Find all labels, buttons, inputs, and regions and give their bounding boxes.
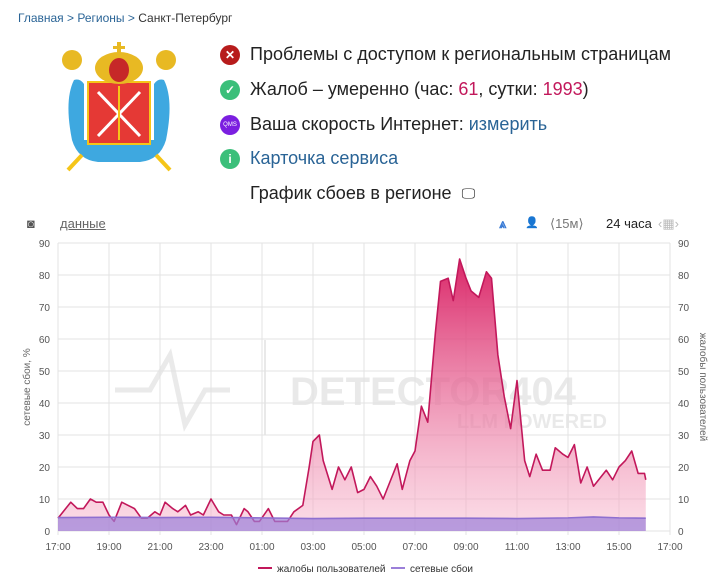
y-tick-right: 50 [678, 367, 690, 378]
line-network [57, 516, 646, 520]
breadcrumb-home[interactable]: Главная [18, 11, 64, 25]
access-problem-status: ✕ Проблемы с доступом к региональным стр… [220, 44, 671, 65]
watermark-name: DETECTOR404 [290, 370, 577, 414]
x-tick: 19:00 [96, 542, 121, 553]
chart-type-icon[interactable]: ⩓ [499, 216, 507, 231]
camera-icon[interactable]: ◙ [27, 216, 35, 231]
breadcrumb: Главная > Регионы > Санкт-Петербург [18, 11, 232, 25]
y-tick-right: 60 [678, 335, 690, 346]
y-tick-left: 70 [39, 303, 51, 314]
interval-selector[interactable]: ⟨15м⟩ [550, 216, 584, 231]
breadcrumb-regions[interactable]: Регионы [77, 11, 125, 25]
watermark-sub: LLM POWERED [457, 411, 607, 433]
access-problem-text: Проблемы с доступом к региональным стран… [250, 44, 671, 64]
legend-network: сетевые сбои [410, 563, 473, 575]
x-tick: 03:00 [300, 542, 325, 553]
day-count: 1993 [542, 79, 583, 99]
y-tick-right: 90 [678, 239, 690, 250]
y-tick-right: 20 [678, 463, 690, 474]
y-tick-left: 20 [39, 463, 51, 474]
area-network [58, 516, 646, 531]
y-axis-left-label: сетевые сбои, % [21, 348, 33, 426]
service-card-row: i Карточка сервиса [220, 148, 398, 169]
data-link[interactable]: данные [60, 216, 106, 231]
line-complaints [57, 258, 647, 526]
range-selector[interactable]: 24 часа [606, 216, 652, 231]
y-tick-right: 80 [678, 271, 690, 282]
check-icon: ✓ [220, 79, 240, 100]
monitor-icon[interactable]: 🖵 [461, 185, 476, 201]
y-tick-left: 40 [39, 399, 51, 410]
y-tick-right: 40 [678, 399, 690, 410]
coat-of-arms-icon [62, 42, 176, 172]
y-tick-left: 30 [39, 431, 51, 442]
y-tick-left: 80 [39, 271, 51, 282]
x-tick: 09:00 [453, 542, 478, 553]
y-tick-right: 0 [678, 527, 684, 538]
complaints-text: Жалоб – умеренно (час: 61, сутки: 1993) [250, 79, 589, 99]
calendar-icon[interactable]: ‹▦› [658, 216, 679, 231]
qms-icon: QMS [220, 114, 240, 135]
x-tick: 11:00 [505, 542, 530, 553]
x-tick: 15:00 [606, 542, 631, 553]
info-icon: i [220, 148, 240, 169]
breadcrumb-current: Санкт-Петербург [138, 11, 233, 25]
y-tick-left: 10 [39, 495, 51, 506]
graph-title: График сбоев в регионе 🖵 [250, 183, 476, 203]
x-tick: 17:00 [45, 542, 70, 553]
service-card-link[interactable]: Карточка сервиса [250, 148, 399, 168]
speed-status: QMS Ваша скорость Интернет: измерить [220, 114, 547, 135]
measure-speed-link[interactable]: измерить [468, 114, 548, 134]
legend-complaints: жалобы пользователей [277, 563, 386, 575]
breadcrumb-separator: > [67, 11, 75, 25]
hour-count: 61 [458, 79, 479, 99]
x-tick: 17:00 [657, 542, 682, 553]
y-tick-right: 30 [678, 431, 690, 442]
legend: жалобы пользователей сетевые сбои [258, 563, 473, 575]
x-tick: 13:00 [555, 542, 580, 553]
speed-label: Ваша скорость Интернет: измерить [250, 114, 548, 134]
breadcrumb-separator: > [127, 11, 135, 25]
y-tick-left: 90 [39, 239, 51, 250]
x-tick: 07:00 [402, 542, 427, 553]
y-tick-right: 70 [678, 303, 690, 314]
x-tick: 05:00 [351, 542, 376, 553]
x-tick: 21:00 [147, 542, 172, 553]
area-complaints [58, 259, 646, 531]
complaints-status: ✓ Жалоб – умеренно (час: 61, сутки: 1993… [220, 79, 589, 100]
user-icon[interactable]: 👤 [525, 217, 539, 229]
y-axis-right-label: жалобы пользователей [697, 333, 709, 442]
y-tick-left: 60 [39, 335, 51, 346]
y-tick-left: 50 [39, 367, 51, 378]
y-tick-left: 0 [44, 527, 50, 538]
x-tick: 01:00 [249, 542, 274, 553]
error-icon: ✕ [220, 44, 240, 65]
y-tick-right: 10 [678, 495, 690, 506]
x-tick: 23:00 [198, 542, 223, 553]
watermark: DETECTOR404 LLM POWERED [115, 340, 607, 435]
